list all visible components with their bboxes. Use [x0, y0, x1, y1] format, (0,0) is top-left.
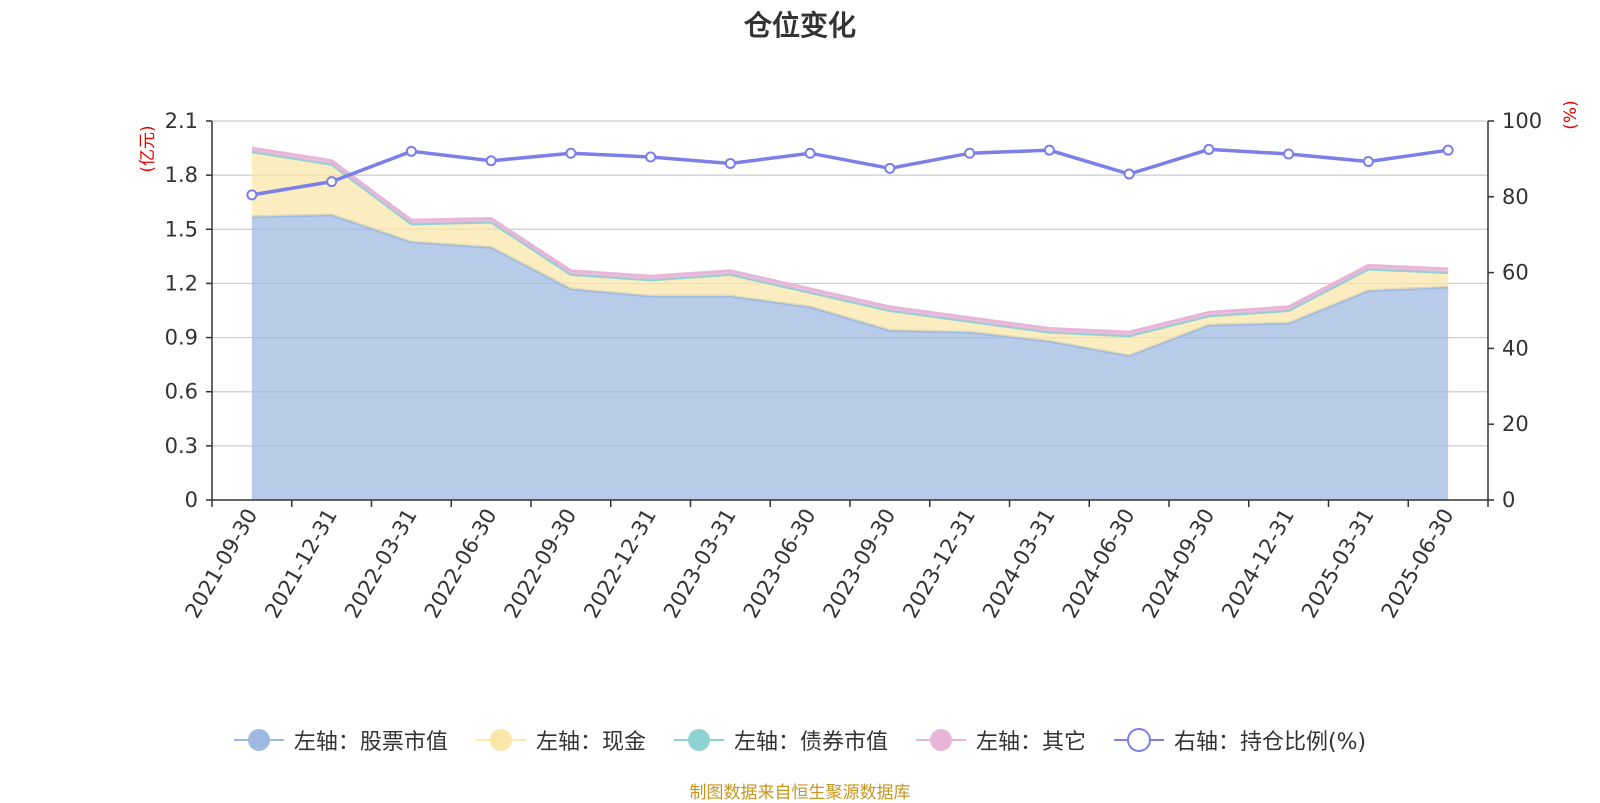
x-axis-tick-label: 2021-12-31: [260, 505, 342, 623]
x-axis-tick-label: 2023-09-30: [818, 505, 900, 623]
right-axis-tick-label: 60: [1502, 261, 1529, 285]
legend-item-1[interactable]: 左轴：现金: [475, 724, 646, 756]
x-axis-tick-label: 2022-12-31: [579, 505, 661, 623]
area-3-edge: [251, 146, 1449, 334]
x-axis-tick-label: 2024-03-31: [978, 505, 1060, 623]
left-axis-tick-label: 1.5: [165, 217, 198, 241]
holding-ratio-point: [326, 176, 338, 188]
left-axis-tick-label: 0: [185, 488, 198, 512]
x-axis-tick-label: 2025-06-30: [1377, 505, 1459, 623]
left-axis-tick-label: 1.8: [165, 163, 198, 187]
holding-ratio-point: [1123, 168, 1135, 180]
chart-title: 仓位变化: [743, 9, 856, 42]
legend-item-3[interactable]: 左轴：其它: [915, 724, 1086, 756]
legend-item-2[interactable]: 左轴：债券市值: [673, 724, 888, 756]
legend-label: 左轴：股票市值: [293, 730, 448, 755]
legend-item-4[interactable]: 右轴：持仓比例(%): [1113, 724, 1367, 756]
right-axis-tick-label: 20: [1502, 412, 1529, 436]
left-axis-tick-label: 0.9: [165, 326, 198, 350]
data-source-note: 制图数据来自恒生聚源数据库: [689, 783, 911, 803]
legend: 左轴：股票市值 左轴：现金 左轴：债券市值 左轴：其它 右轴：持仓比例(%): [0, 720, 1600, 760]
x-axis-tick-label: 2023-03-31: [659, 505, 741, 623]
holding-ratio-point: [405, 145, 417, 157]
x-axis-tick-label: 2022-06-30: [420, 505, 502, 623]
right-axis-unit: (%): [1561, 100, 1581, 129]
x-axis-tick-label: 2023-12-31: [898, 505, 980, 623]
x-axis-tick-label: 2024-06-30: [1058, 505, 1140, 623]
right-axis-tick-label: 100: [1502, 109, 1542, 133]
x-axis-tick-label: 2023-06-30: [739, 505, 821, 623]
holding-ratio-point: [1362, 156, 1374, 168]
holding-ratio-point: [1283, 148, 1295, 160]
holding-ratio-point: [804, 147, 816, 159]
x-axis-tick-label: 2024-12-31: [1217, 505, 1299, 623]
legend-label: 左轴：现金: [535, 730, 646, 755]
x-axis-tick-label: 2024-09-30: [1137, 505, 1219, 623]
legend-marker-icon: [1113, 728, 1164, 752]
chart-plot: 0 0.3 0.6 0.9 1.2 1.5 1.8 2.1 0 20 40 60 80 100 2021-0…: [138, 100, 1581, 623]
holding-ratio-point: [565, 147, 577, 159]
holding-ratio-point: [645, 151, 657, 163]
x-axis-tick-label: 2022-09-30: [499, 505, 581, 623]
legend-item-0[interactable]: 左轴：股票市值: [233, 724, 448, 756]
holding-ratio-point: [1442, 144, 1454, 156]
left-axis-tick-label: 0.6: [165, 380, 198, 404]
holding-ratio-line: [251, 147, 1449, 197]
holding-ratio-point: [964, 147, 976, 159]
left-axis-tick-label: 2.1: [165, 109, 198, 133]
legend-marker-icon: [233, 729, 284, 751]
area-1-fill: [251, 151, 1449, 356]
holding-ratio-point: [884, 162, 896, 174]
holding-ratio-point: [1043, 144, 1055, 156]
right-axis-tick-label: 40: [1502, 336, 1529, 360]
legend-label: 左轴：债券市值: [733, 730, 888, 755]
legend-marker-icon: [673, 729, 724, 751]
legend-marker-icon: [915, 729, 966, 751]
holding-ratio-point: [724, 157, 736, 169]
left-axis-unit: (亿元): [138, 125, 158, 172]
left-axis-tick-label: 0.3: [165, 434, 198, 458]
holding-ratio-point: [1203, 143, 1215, 155]
left-axis-tick-label: 1.2: [165, 271, 198, 295]
x-axis-tick-label: 2022-03-31: [340, 505, 422, 623]
legend-label: 左轴：其它: [975, 730, 1086, 755]
right-axis-tick-label: 0: [1502, 488, 1515, 512]
holding-ratio-point: [485, 155, 497, 167]
x-axis-tick-label: 2021-09-30: [180, 505, 262, 623]
area-0-fill: [251, 214, 1449, 500]
holding-ratio-point: [246, 189, 258, 201]
right-axis-tick-label: 80: [1502, 185, 1529, 209]
x-axis-tick-label: 2025-03-31: [1297, 505, 1379, 623]
line-series: [246, 143, 1454, 201]
legend-marker-icon: [475, 729, 526, 751]
legend-label: 右轴：持仓比例(%): [1173, 730, 1367, 755]
area-series: [251, 146, 1449, 500]
